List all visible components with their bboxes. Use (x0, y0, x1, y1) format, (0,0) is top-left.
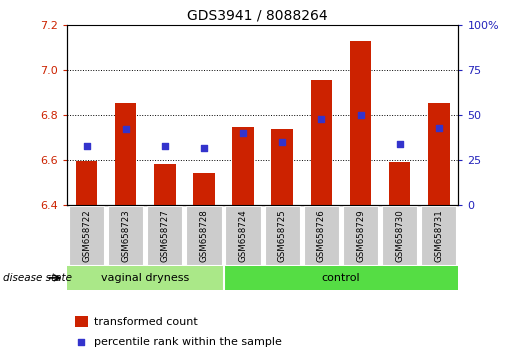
Bar (147, 206, 182, 265)
Bar (69, 206, 104, 265)
Bar (382, 206, 417, 265)
Point (356, 112, 365, 118)
Text: transformed count: transformed count (94, 316, 198, 327)
Point (396, 141, 404, 147)
Text: GSM658730: GSM658730 (395, 209, 404, 262)
Bar (343, 206, 378, 265)
Bar (428, 103, 450, 205)
Bar (311, 80, 332, 205)
Text: GSM658726: GSM658726 (317, 209, 326, 262)
Bar (421, 206, 456, 265)
Bar (108, 206, 143, 265)
Text: GSM658722: GSM658722 (82, 209, 91, 262)
Text: percentile rank within the sample: percentile rank within the sample (94, 337, 282, 347)
Point (77, 339, 85, 345)
Text: GDS3941 / 8088264: GDS3941 / 8088264 (187, 9, 328, 23)
Text: GSM658727: GSM658727 (160, 209, 169, 262)
Bar (226, 206, 261, 265)
Bar (193, 173, 215, 205)
Bar (186, 206, 221, 265)
Point (122, 127, 130, 132)
Text: GSM658723: GSM658723 (121, 209, 130, 262)
Text: GSM658725: GSM658725 (278, 209, 287, 262)
Point (317, 116, 325, 121)
Text: GSM658729: GSM658729 (356, 209, 365, 262)
Bar (67, 266, 224, 290)
Bar (154, 164, 176, 205)
Bar (115, 103, 136, 205)
Bar (389, 162, 410, 205)
Bar (232, 127, 254, 205)
Bar (224, 266, 458, 290)
Point (161, 143, 169, 149)
Text: GSM658728: GSM658728 (199, 209, 209, 262)
Point (82, 143, 91, 149)
Bar (350, 41, 371, 205)
Bar (75, 316, 89, 327)
Point (200, 145, 208, 150)
Bar (304, 206, 339, 265)
Point (278, 139, 286, 145)
Point (239, 130, 247, 136)
Bar (265, 206, 300, 265)
Bar (76, 161, 97, 205)
Text: GSM658724: GSM658724 (238, 209, 248, 262)
Bar (271, 129, 293, 205)
Text: GSM658731: GSM658731 (434, 209, 443, 262)
Text: control: control (321, 273, 360, 283)
Point (435, 125, 443, 131)
Text: vaginal dryness: vaginal dryness (101, 273, 190, 283)
Text: disease state: disease state (3, 273, 72, 283)
